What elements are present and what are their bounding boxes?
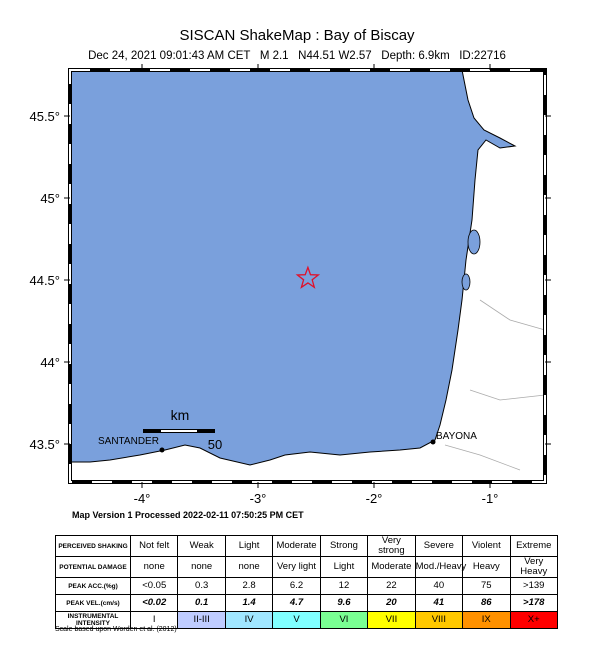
legend-cell: Violent: [462, 535, 511, 557]
legend-cell: 12: [319, 577, 369, 595]
legend-cell: Strong: [319, 535, 369, 557]
title: SISCAN ShakeMap : Bay of Biscay: [179, 27, 415, 44]
legend-cell: Heavy: [462, 556, 511, 578]
legend-cell: V: [272, 611, 321, 629]
place-dot: [430, 439, 436, 445]
legend-cell: VIII: [414, 611, 464, 629]
legend-row: POTENTIAL DAMAGE none none none Very light Li…: [55, 556, 558, 578]
rivers: [444, 299, 546, 471]
legend-cell: 22: [367, 577, 416, 595]
legend-row: PEAK VEL.(cm/s) <0.02 0.1 1.4 4.7 9.6 20 41 86 >1…: [55, 594, 558, 612]
legend-cell: 0.3: [177, 577, 226, 595]
y-tick-label: 44°: [40, 355, 60, 370]
legend-cell: Severe: [414, 535, 464, 557]
legend-cell: 41: [414, 594, 464, 612]
intensity-legend: PERCEIVED SHAKING Not felt Weak Light Modera…: [55, 535, 558, 629]
legend-cell: 20: [367, 594, 416, 612]
place-label: BAYONA: [436, 431, 477, 442]
lake: [467, 229, 481, 255]
legend-row: PERCEIVED SHAKING Not felt Weak Light Modera…: [55, 535, 558, 557]
legend-cell: Weak: [177, 535, 226, 557]
footnote: Scale based upon Worden et al. (2012): [55, 626, 177, 633]
legend-cell: Moderate: [367, 556, 416, 578]
row-header: INSTRUMENTAL INTENSITY: [55, 611, 131, 629]
y-tick-label: 45.5°: [29, 109, 60, 124]
legend-cell: X+: [509, 611, 558, 629]
legend-cell: I: [129, 611, 179, 629]
x-tick-label: -1°: [482, 491, 499, 506]
legend-cell: 40: [414, 577, 464, 595]
legend-cell: none: [224, 556, 274, 578]
scale-unit: km: [171, 407, 190, 423]
legend-cell: <0.02: [129, 594, 179, 612]
legend-row: PEAK ACC.(%g) <0.05 0.3 2.8 6.2 12 22 40 75 >139: [55, 577, 558, 595]
legend-cell: Very Heavy: [509, 556, 558, 578]
legend-cell: VII: [367, 611, 416, 629]
row-header: POTENTIAL DAMAGE: [55, 556, 131, 578]
x-tick-label: -4°: [134, 491, 151, 506]
epicenter: [295, 265, 321, 289]
y-tick-label: 43.5°: [29, 437, 60, 452]
x-tick-label: -3°: [250, 491, 267, 506]
legend-cell: Not felt: [129, 535, 179, 557]
legend-cell: Moderate: [272, 535, 321, 557]
legend-cell: 1.4: [224, 594, 274, 612]
legend-cell: VI: [319, 611, 369, 629]
place-label: SANTANDER: [98, 436, 159, 447]
legend-cell: none: [177, 556, 226, 578]
legend-cell: IX: [462, 611, 511, 629]
legend-cell: IV: [224, 611, 274, 629]
legend-cell: 6.2: [272, 577, 321, 595]
legend-cell: 86: [462, 594, 511, 612]
y-tick-label: 44.5°: [29, 273, 60, 288]
legend-cell: Light: [224, 535, 274, 557]
row-header: PERCEIVED SHAKING: [55, 535, 131, 557]
version-note: Map Version 1 Processed 2022-02-11 07:50…: [72, 510, 304, 520]
legend-cell: Very strong: [367, 535, 416, 557]
legend-cell: 0.1: [177, 594, 226, 612]
legend-cell: 4.7: [272, 594, 321, 612]
subtitle: Dec 24, 2021 09:01:43 AM CET M 2.1 N44.5…: [88, 50, 506, 62]
legend-cell: >139: [509, 577, 558, 595]
row-header: PEAK VEL.(cm/s): [55, 594, 131, 612]
row-header: PEAK ACC.(%g): [55, 577, 131, 595]
legend-cell: 2.8: [224, 577, 274, 595]
legend-cell: >178: [509, 594, 558, 612]
legend-cell: Very light: [272, 556, 321, 578]
x-tick-label: -2°: [366, 491, 383, 506]
place-dot: [159, 447, 165, 453]
legend-cell: Mod./Heavy: [414, 556, 466, 578]
legend-cell: 9.6: [319, 594, 369, 612]
lake: [461, 273, 471, 291]
legend-cell: II-III: [177, 611, 226, 629]
land: [69, 69, 546, 483]
scale-label: 50: [208, 437, 222, 452]
map-frame-check: [69, 69, 546, 483]
legend-cell: 75: [462, 577, 511, 595]
legend-cell: Extreme: [509, 535, 558, 557]
legend-cell: <0.05: [129, 577, 179, 595]
legend-cell: Light: [319, 556, 369, 578]
legend-row: INSTRUMENTAL INTENSITY I II-III IV V VI VII VII…: [55, 611, 558, 629]
y-tick-label: 45°: [40, 191, 60, 206]
legend-cell: none: [129, 556, 179, 578]
